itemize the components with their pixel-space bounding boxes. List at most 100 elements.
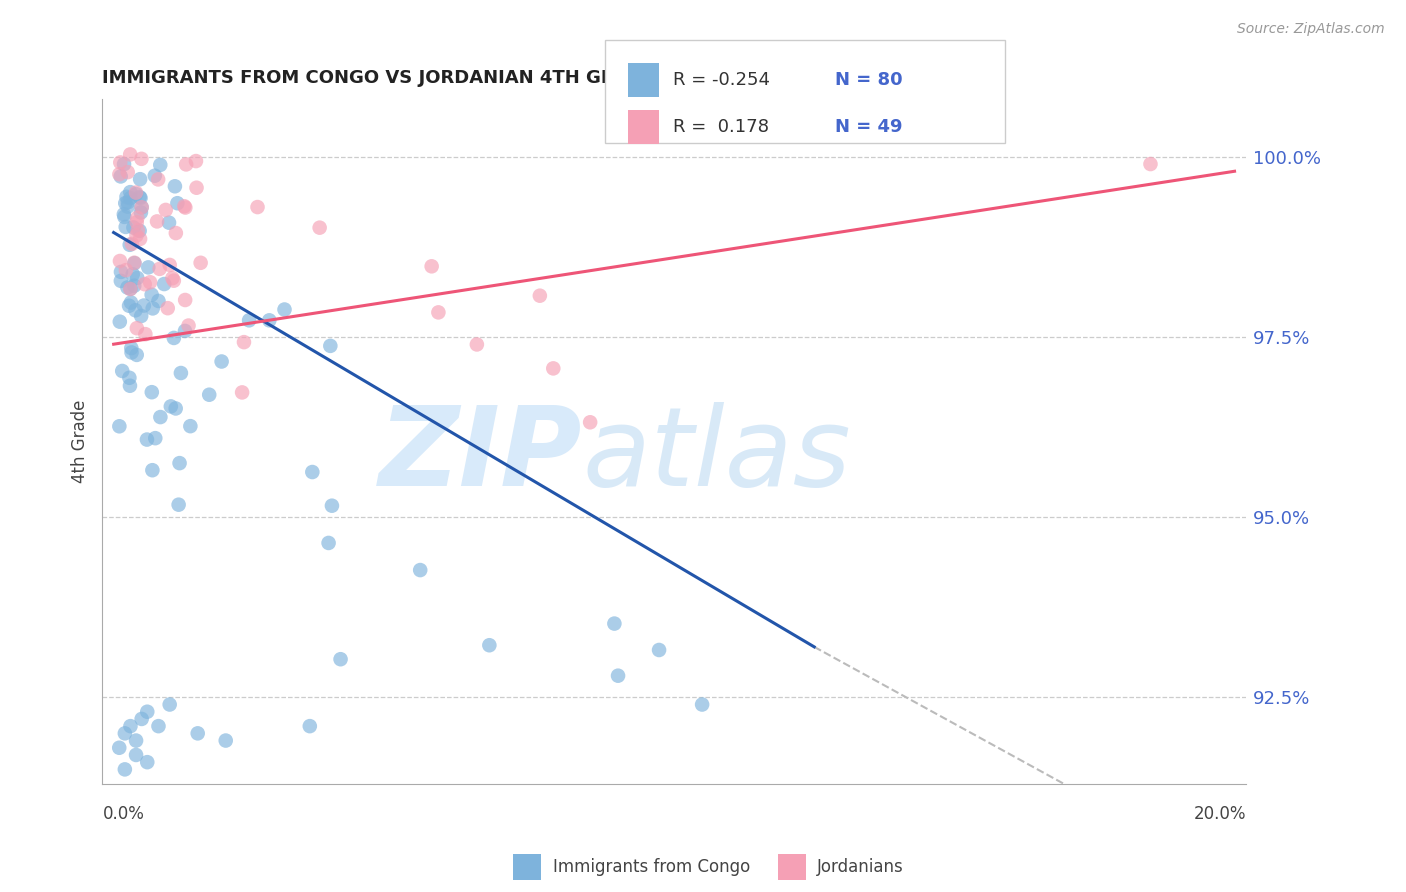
Point xyxy=(110,169,132,184)
Point xyxy=(146,214,169,228)
Point xyxy=(125,321,148,335)
Point xyxy=(427,305,450,319)
Text: atlas: atlas xyxy=(582,401,851,508)
Point xyxy=(136,260,159,275)
Point xyxy=(163,274,186,288)
Point xyxy=(321,499,343,513)
Text: ZIP: ZIP xyxy=(380,401,582,508)
Point xyxy=(108,315,131,329)
Point xyxy=(1139,157,1161,171)
Point xyxy=(112,157,135,171)
Point xyxy=(165,401,187,416)
Point xyxy=(121,345,143,359)
Point xyxy=(166,196,188,211)
Point xyxy=(690,698,713,712)
Point xyxy=(118,371,141,385)
Point xyxy=(156,301,179,315)
Point xyxy=(186,180,208,194)
Point xyxy=(129,172,152,186)
Point xyxy=(174,324,197,338)
Point xyxy=(298,719,321,733)
Point xyxy=(115,263,138,277)
Point xyxy=(112,207,135,221)
Point xyxy=(125,186,148,200)
Point xyxy=(142,301,165,316)
Point xyxy=(122,220,145,235)
Point xyxy=(246,200,269,214)
Point xyxy=(162,271,184,285)
Point xyxy=(131,200,153,214)
Text: N = 49: N = 49 xyxy=(835,118,903,136)
Point xyxy=(163,331,186,345)
Point xyxy=(121,268,143,282)
Point xyxy=(125,747,148,762)
Point xyxy=(125,348,148,362)
Point xyxy=(157,216,180,230)
Text: R = -0.254: R = -0.254 xyxy=(673,71,770,89)
Point xyxy=(319,339,342,353)
Point xyxy=(127,211,149,225)
Point xyxy=(120,282,142,296)
Point xyxy=(159,258,181,272)
Text: N = 80: N = 80 xyxy=(835,71,903,89)
Point xyxy=(543,361,565,376)
Point xyxy=(170,366,193,380)
Point xyxy=(120,295,142,310)
Point xyxy=(149,410,172,425)
Text: Source: ZipAtlas.com: Source: ZipAtlas.com xyxy=(1237,22,1385,37)
Point xyxy=(420,260,443,274)
Point xyxy=(128,190,150,204)
Point xyxy=(125,228,148,243)
Point xyxy=(148,293,170,308)
Point xyxy=(117,200,139,214)
Point xyxy=(108,740,131,755)
Point xyxy=(159,698,181,712)
Point xyxy=(121,236,143,251)
Point xyxy=(114,219,136,234)
Point xyxy=(190,256,212,270)
Point xyxy=(163,179,186,194)
Point xyxy=(127,271,149,285)
Point xyxy=(125,733,148,747)
Point xyxy=(160,400,183,414)
Point xyxy=(134,277,156,292)
Point xyxy=(136,705,159,719)
Point xyxy=(124,256,146,270)
Point xyxy=(108,419,131,434)
Point xyxy=(120,147,142,161)
Point xyxy=(215,733,238,747)
Point xyxy=(129,205,152,219)
Point xyxy=(198,388,221,402)
Point xyxy=(136,755,159,769)
Point xyxy=(141,463,163,477)
Point xyxy=(131,712,153,726)
Point xyxy=(273,302,295,317)
Point xyxy=(233,335,256,350)
Point xyxy=(143,169,166,183)
Point xyxy=(127,223,149,237)
Point xyxy=(478,638,501,652)
Point xyxy=(329,652,352,666)
Point xyxy=(238,313,260,327)
Point xyxy=(114,196,136,211)
Point xyxy=(409,563,432,577)
Point xyxy=(174,201,197,215)
Point xyxy=(114,763,136,777)
Point xyxy=(108,254,131,268)
Point xyxy=(110,155,132,169)
Point xyxy=(165,226,187,240)
Point xyxy=(129,191,152,205)
Point xyxy=(155,202,177,217)
Point xyxy=(149,158,172,172)
Point xyxy=(129,309,152,323)
Point xyxy=(143,431,166,445)
Point xyxy=(136,433,159,447)
Text: Immigrants from Congo: Immigrants from Congo xyxy=(553,858,749,876)
Point xyxy=(318,536,340,550)
Point xyxy=(120,191,142,205)
Point xyxy=(125,187,148,202)
Point xyxy=(108,167,131,181)
Point xyxy=(153,277,176,291)
Text: IMMIGRANTS FROM CONGO VS JORDANIAN 4TH GRADE CORRELATION CHART: IMMIGRANTS FROM CONGO VS JORDANIAN 4TH G… xyxy=(103,69,877,87)
Point xyxy=(110,274,132,288)
